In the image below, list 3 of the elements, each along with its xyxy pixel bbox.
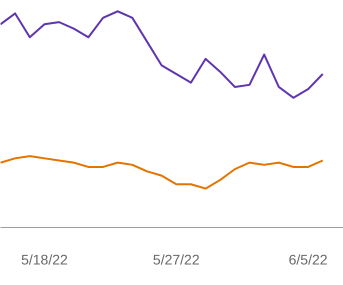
x-tick-label: 5/18/22 — [21, 252, 68, 268]
x-tick-label: 5/27/22 — [152, 252, 200, 268]
x-tick-label: 6/5/22 — [288, 252, 328, 268]
